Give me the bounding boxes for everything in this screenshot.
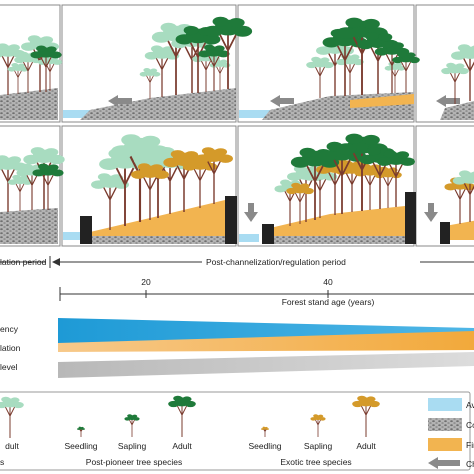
- age-axis: [59, 287, 474, 301]
- embankment-wall: [440, 222, 450, 244]
- water-channel: [239, 234, 259, 242]
- pre-period-label: lation period: [0, 257, 47, 267]
- legend-swatch-label-fine: Fin: [466, 440, 474, 450]
- gravel-bar: [0, 208, 58, 244]
- gravel-bar: [80, 236, 236, 244]
- legend-stage-seedling: Seedling: [248, 441, 282, 451]
- terrain-top: [0, 88, 474, 120]
- legend-post-sapling-icon: [124, 414, 140, 437]
- legend-exotic-title: Exotic tree species: [280, 457, 352, 467]
- left-arrow-icon: [436, 95, 460, 107]
- swatch-gravel: [428, 418, 462, 431]
- gradient-label-level: level: [0, 362, 18, 372]
- exotic-tree-icon: [195, 147, 233, 204]
- legend-post-adult-icon: [168, 395, 196, 437]
- flood-frequency-wedge: [58, 318, 474, 344]
- legend-post-seedling-icon: [77, 426, 85, 437]
- legend-tree-icons: [0, 395, 380, 438]
- legend-stage-adult: Adult: [356, 441, 376, 451]
- post-tree-icon: [290, 147, 340, 220]
- embankment-wall: [262, 224, 274, 244]
- left-arrow-icon: [270, 95, 294, 107]
- groundwater-level-wedge: [58, 352, 474, 378]
- legend-swatch-label-water: Av: [466, 400, 474, 410]
- pioneer-tree-icon: [441, 62, 469, 104]
- legend-exotic-seedling-icon: [261, 426, 269, 437]
- period-timeline: [0, 256, 474, 268]
- pioneer-tree-icon: [7, 63, 29, 94]
- legend-frame: [0, 391, 471, 471]
- water-channel: [63, 110, 101, 118]
- exotic-tree-icon: [286, 182, 314, 224]
- channel-arrows: [108, 95, 460, 222]
- post-tree-icon: [32, 163, 64, 210]
- pioneer-tree-icon: [110, 134, 170, 222]
- embankment-wall: [80, 216, 92, 244]
- fine-sediment: [350, 94, 414, 108]
- legend-partial-title: s: [0, 457, 5, 467]
- embankment-wall: [225, 196, 237, 244]
- gravel-bar: [262, 236, 414, 244]
- post-tree-icon: [198, 44, 230, 91]
- pioneer-tree-icon: [306, 56, 334, 98]
- post-tree-icon: [30, 45, 62, 92]
- fine-sediment: [270, 206, 405, 236]
- gravel-bar: [80, 88, 236, 120]
- legend-pioneer-adult-icon: [0, 396, 24, 438]
- legend-stage-adult: Adult: [172, 441, 192, 451]
- left-arrow-icon: [52, 258, 60, 266]
- tree-layer: [0, 16, 474, 230]
- pioneer-tree-icon: [144, 45, 180, 97]
- embankment-wall: [405, 192, 416, 244]
- post-tree-icon: [377, 150, 415, 207]
- swatch-fine-sediment: [428, 438, 462, 451]
- gradient-bars: [58, 318, 474, 378]
- legend-swatch-label-arrow: Ch: [466, 459, 474, 469]
- legend-swatches: [428, 398, 462, 469]
- post-tree-icon: [392, 51, 420, 93]
- embankments: [80, 192, 450, 244]
- legend-stage-seedling: Seedling: [64, 441, 98, 451]
- legend-post-pioneer-title: Post-pioneer tree species: [85, 457, 183, 467]
- pioneer-tree-icon: [91, 173, 129, 230]
- swatch-arrow-icon: [428, 457, 460, 469]
- age-tick-label: 40: [323, 277, 333, 287]
- swatch-water: [428, 398, 462, 411]
- water-channel: [63, 232, 83, 240]
- down-arrow-icon: [244, 203, 258, 222]
- post-period-label: Post-channelization/regulation period: [206, 257, 346, 267]
- pioneer-tree-icon: [0, 155, 27, 212]
- exotic-tree-icon: [131, 163, 169, 220]
- exotic-tree-icon: [374, 166, 402, 208]
- post-tree-icon: [203, 16, 253, 89]
- water-channel: [239, 110, 275, 118]
- pioneer-tree-icon: [452, 170, 474, 222]
- legend-swatch-label-gravel: Co: [466, 420, 474, 430]
- pioneer-tree-icon: [7, 174, 33, 211]
- age-tick-label: 20: [141, 277, 151, 287]
- left-arrow-icon: [108, 95, 132, 107]
- sedimentation-wedge: [58, 331, 474, 352]
- legend-stage-sapling: Sapling: [117, 441, 147, 451]
- legend-stage-sapling: Sapling: [303, 441, 333, 451]
- legend-exotic-sapling-icon: [310, 414, 326, 437]
- gradient-label-sedimentation: lation: [0, 343, 21, 353]
- down-arrow-icon: [424, 203, 438, 222]
- age-axis-title: Forest stand age (years): [281, 297, 375, 307]
- pioneer-tree-icon: [451, 44, 474, 101]
- pioneer-tree-icon: [139, 68, 161, 99]
- gravel-bar: [440, 100, 474, 120]
- fine-sediment: [445, 220, 474, 240]
- gravel-bar: [0, 88, 58, 120]
- legend-partial-stage: dult: [5, 441, 19, 451]
- legend-exotic-adult-icon: [352, 395, 380, 437]
- gradient-label-frequency: ency: [0, 324, 18, 334]
